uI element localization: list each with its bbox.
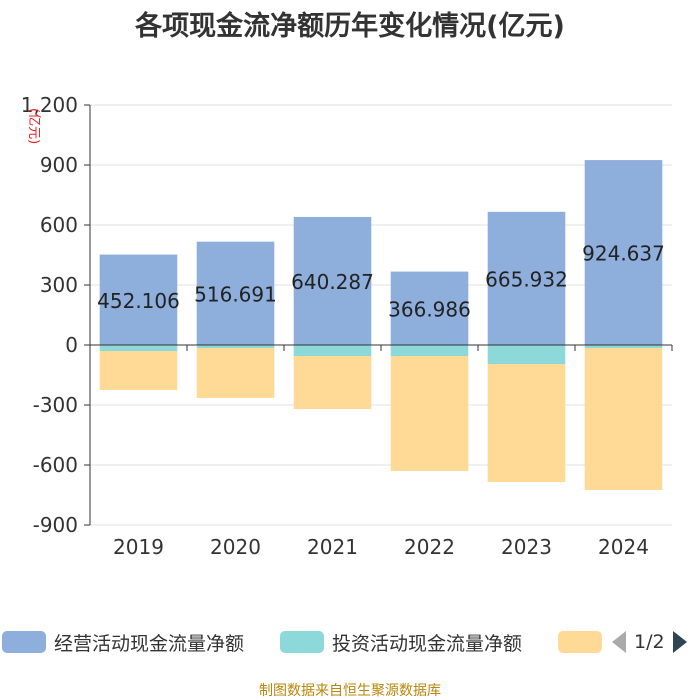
bar-financing-2023 — [487, 364, 566, 482]
data-label: 640.287 — [291, 270, 374, 294]
legend-item-financing[interactable] — [558, 626, 610, 658]
bar-investing-2024 — [584, 345, 663, 348]
x-tick-label: 2023 — [501, 535, 552, 559]
legend-label-operating: 经营活动现金流量净额 — [54, 632, 245, 655]
y-tick-label: -900 — [33, 513, 78, 537]
x-tick-label: 2024 — [598, 535, 649, 559]
bar-financing-2020 — [196, 348, 275, 398]
bar-investing-2022 — [390, 345, 469, 356]
bar-investing-2020 — [196, 345, 275, 348]
y-tick-label: 600 — [40, 213, 78, 237]
data-label: 452.106 — [97, 289, 180, 313]
x-tick-label: 2022 — [404, 535, 455, 559]
x-tick-label: 2019 — [113, 535, 164, 559]
legend-pager: 1/2 — [612, 626, 687, 658]
source-note: 制图数据来自恒生聚源数据库 — [259, 683, 441, 699]
bar-operating-2020 — [196, 241, 275, 345]
y-tick-label: -600 — [33, 453, 78, 477]
bar-operating-2019 — [99, 254, 178, 345]
bar-financing-2019 — [99, 351, 178, 390]
bar-financing-2024 — [584, 348, 663, 490]
pager-page-text: 1/2 — [634, 631, 665, 653]
y-tick-label: 900 — [40, 153, 78, 177]
legend-item-operating[interactable]: 经营活动现金流量净额 — [2, 626, 244, 658]
x-tick-label: 2020 — [210, 535, 261, 559]
data-label: 665.932 — [485, 267, 568, 291]
chart-title: 各项现金流净额历年变化情况(亿元) — [135, 11, 565, 42]
bar-investing-2019 — [99, 345, 178, 351]
data-label: 924.637 — [582, 242, 665, 266]
x-tick-label: 2021 — [307, 535, 358, 559]
bar-operating-2024 — [584, 160, 663, 345]
chart-plot: -900 -600 -300 0 300 600 900 1,200(亿元) 452.106 51… — [21, 93, 673, 559]
bar-operating-2021 — [293, 216, 372, 345]
legend-item-investing[interactable]: 投资活动现金流量净额 — [280, 626, 522, 658]
y-tick-label: 300 — [40, 273, 78, 297]
data-label: 366.986 — [388, 297, 471, 321]
pager-next-icon[interactable] — [672, 631, 687, 653]
y-tick-label: 1,200 — [21, 93, 78, 117]
legend-swatch-investing — [280, 631, 324, 653]
bar-operating-2023 — [487, 211, 566, 345]
bar-investing-2023 — [487, 345, 566, 364]
bar-investing-2021 — [293, 345, 372, 356]
bar-financing-2021 — [293, 356, 372, 409]
data-label: 516.691 — [194, 282, 277, 306]
legend: 经营活动现金流量净额 投资活动现金流量净额 — [0, 626, 700, 658]
y-tick-label: -300 — [33, 393, 78, 417]
y-tick-label: 0 — [65, 333, 78, 357]
bar-operating-2022 — [390, 271, 469, 345]
bar-financing-2022 — [390, 356, 469, 471]
legend-label-investing: 投资活动现金流量净额 — [332, 632, 523, 655]
pager-prev-icon[interactable] — [612, 631, 626, 653]
y-axis-label: (亿元) — [26, 108, 41, 144]
legend-swatch-financing — [558, 631, 602, 653]
legend-swatch-operating — [2, 631, 46, 653]
